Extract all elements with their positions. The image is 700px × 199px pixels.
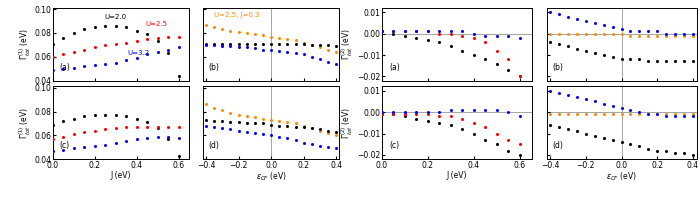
Text: (b): (b) xyxy=(552,63,564,72)
Text: (c): (c) xyxy=(389,141,399,150)
Text: U=3.2: U=3.2 xyxy=(127,50,150,56)
X-axis label: $\varepsilon_{CF}$ (eV): $\varepsilon_{CF}$ (eV) xyxy=(606,171,637,183)
Text: (c): (c) xyxy=(60,141,69,150)
X-axis label: J (eV): J (eV) xyxy=(111,171,131,180)
X-axis label: $\varepsilon_{CF}$ (eV): $\varepsilon_{CF}$ (eV) xyxy=(256,171,286,183)
Y-axis label: $\Gamma_{tot}^{(2)}$ (eV): $\Gamma_{tot}^{(2)}$ (eV) xyxy=(340,107,356,139)
Y-axis label: $\Gamma_{tot}^{(1)}$ (eV): $\Gamma_{tot}^{(1)}$ (eV) xyxy=(18,28,33,60)
Text: (a): (a) xyxy=(389,63,400,72)
Text: U=2.5, J=0.3: U=2.5, J=0.3 xyxy=(214,12,260,18)
Y-axis label: $\Gamma_{tot}^{(2)}$ (eV): $\Gamma_{tot}^{(2)}$ (eV) xyxy=(340,28,356,60)
Text: (a): (a) xyxy=(60,63,70,72)
X-axis label: J (eV): J (eV) xyxy=(447,171,467,180)
Y-axis label: $\Gamma_{tot}^{(1)}$ (eV): $\Gamma_{tot}^{(1)}$ (eV) xyxy=(18,107,33,139)
Text: (d): (d) xyxy=(209,141,219,150)
Text: U=2.5: U=2.5 xyxy=(146,21,167,27)
Text: (b): (b) xyxy=(209,63,219,72)
Text: U=2.0: U=2.0 xyxy=(104,14,127,20)
Text: (d): (d) xyxy=(552,141,564,150)
